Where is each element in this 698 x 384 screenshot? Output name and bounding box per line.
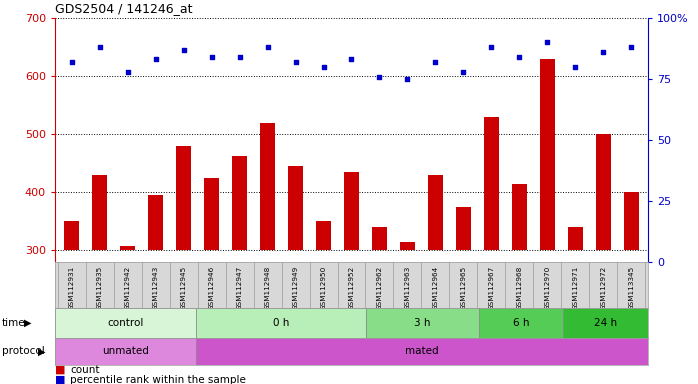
Point [262, 44, 273, 50]
Bar [232, 156, 247, 250]
Text: time: time [2, 318, 26, 328]
Point [122, 69, 133, 75]
Text: GSM112950: GSM112950 [320, 266, 327, 310]
Text: GSM112943: GSM112943 [153, 266, 158, 310]
Text: percentile rank within the sample: percentile rank within the sample [70, 375, 246, 384]
Bar [315, 221, 332, 250]
Text: GSM112964: GSM112964 [433, 266, 438, 310]
Bar [176, 146, 191, 250]
Bar [595, 134, 611, 250]
Text: GSM113345: GSM113345 [628, 266, 634, 310]
Bar [204, 178, 219, 250]
Text: ■: ■ [55, 365, 69, 375]
Point [486, 44, 497, 50]
Bar [64, 221, 80, 250]
Bar [623, 192, 639, 250]
Bar [344, 172, 359, 250]
Point [346, 56, 357, 63]
Bar [288, 166, 303, 250]
Point [178, 46, 189, 53]
Text: ▶: ▶ [24, 318, 32, 328]
Text: GSM112971: GSM112971 [572, 266, 578, 310]
Text: unmated: unmated [102, 346, 149, 356]
Bar [260, 122, 275, 250]
Text: GSM112946: GSM112946 [209, 266, 215, 310]
Text: GSM112948: GSM112948 [265, 266, 271, 310]
Bar [372, 227, 387, 250]
Point [318, 64, 329, 70]
Bar [428, 175, 443, 250]
Text: protocol: protocol [2, 346, 45, 356]
Point [542, 39, 553, 45]
Bar [400, 242, 415, 250]
Bar [540, 59, 555, 250]
Point [150, 56, 161, 63]
Point [234, 54, 245, 60]
Text: GSM112931: GSM112931 [69, 266, 75, 310]
Point [430, 59, 441, 65]
Text: GSM112942: GSM112942 [125, 266, 131, 310]
Text: GSM112967: GSM112967 [489, 266, 494, 310]
Text: control: control [107, 318, 144, 328]
Point [206, 54, 217, 60]
Bar [55, 308, 196, 338]
Bar [366, 308, 479, 338]
Text: mated: mated [406, 346, 439, 356]
Bar [120, 246, 135, 250]
Text: ■: ■ [55, 375, 69, 384]
Text: ▶: ▶ [38, 346, 46, 356]
Point [290, 59, 301, 65]
Text: GSM112945: GSM112945 [181, 266, 186, 310]
Bar [55, 338, 196, 365]
Point [625, 44, 637, 50]
Bar [567, 227, 583, 250]
Text: GDS2504 / 141246_at: GDS2504 / 141246_at [55, 2, 193, 15]
Point [597, 49, 609, 55]
Bar [484, 117, 499, 250]
Text: GSM112947: GSM112947 [237, 266, 243, 310]
Text: 24 h: 24 h [594, 318, 617, 328]
Text: GSM112952: GSM112952 [348, 266, 355, 310]
Point [458, 69, 469, 75]
Text: GSM112965: GSM112965 [461, 266, 466, 310]
Text: GSM112963: GSM112963 [404, 266, 410, 310]
Point [66, 59, 77, 65]
Text: 3 h: 3 h [414, 318, 431, 328]
Text: GSM112962: GSM112962 [376, 266, 383, 310]
Point [402, 76, 413, 82]
Bar [196, 338, 648, 365]
Bar [196, 308, 366, 338]
Bar [479, 308, 563, 338]
Text: count: count [70, 365, 100, 375]
Point [94, 44, 105, 50]
Point [570, 64, 581, 70]
Bar [512, 184, 527, 250]
Bar [563, 308, 648, 338]
Point [374, 73, 385, 79]
Text: GSM112935: GSM112935 [97, 266, 103, 310]
Text: 6 h: 6 h [512, 318, 529, 328]
Bar [92, 175, 107, 250]
Text: GSM112972: GSM112972 [600, 266, 607, 310]
Text: 0 h: 0 h [273, 318, 289, 328]
Text: GSM112970: GSM112970 [544, 266, 550, 310]
Bar [456, 207, 471, 250]
Bar [148, 195, 163, 250]
Text: GSM112968: GSM112968 [517, 266, 522, 310]
Text: GSM112949: GSM112949 [292, 266, 299, 310]
Point [514, 54, 525, 60]
